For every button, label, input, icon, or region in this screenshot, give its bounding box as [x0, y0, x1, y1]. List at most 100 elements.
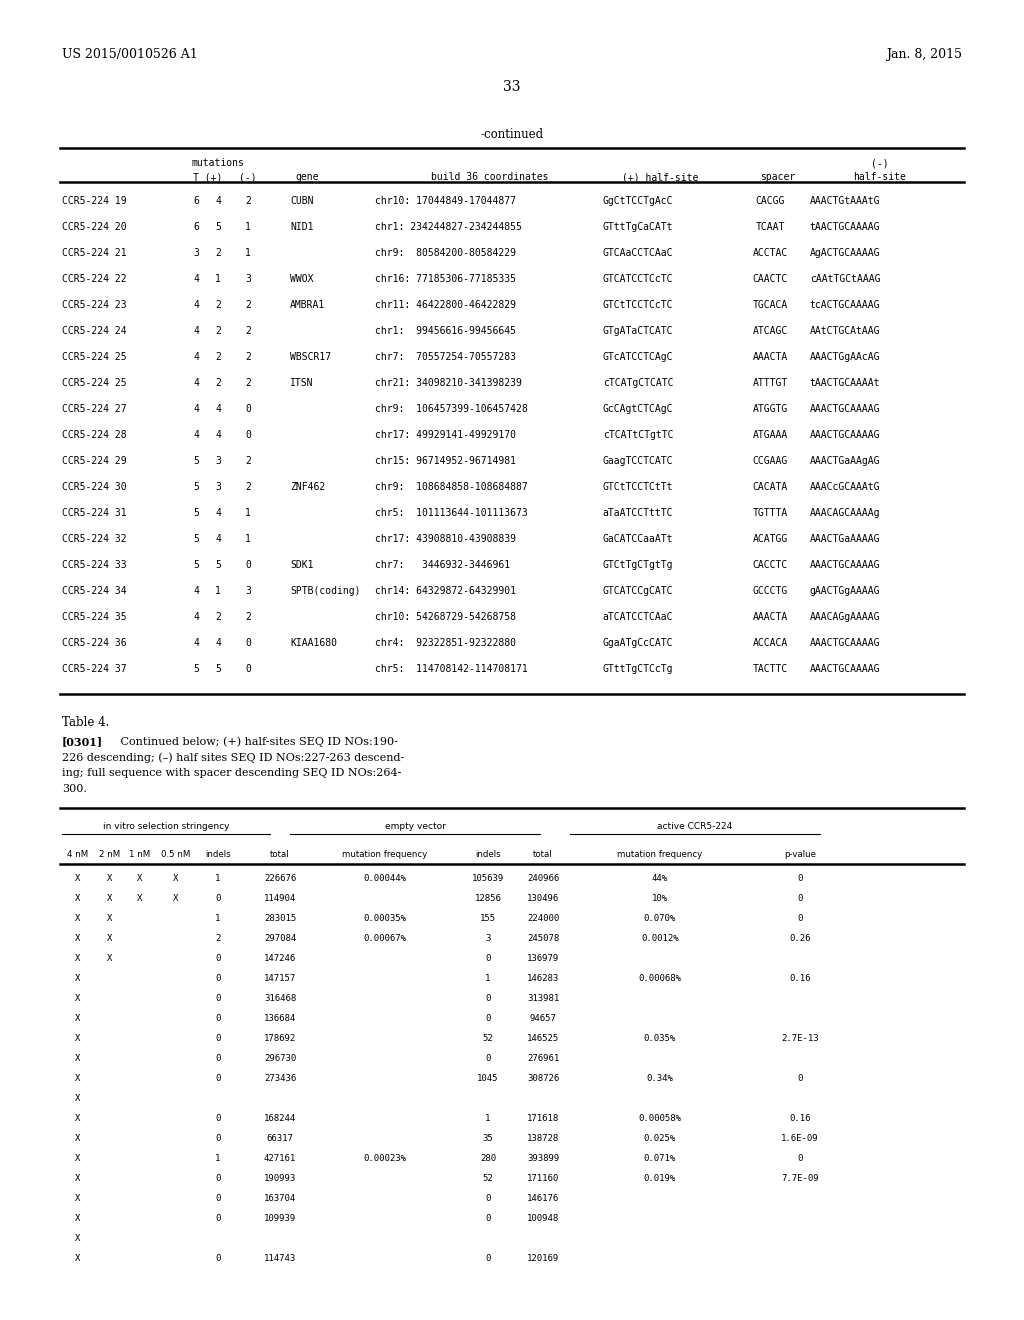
Text: GTCtTgCTgtTg: GTCtTgCTgtTg — [603, 560, 673, 570]
Text: SDK1: SDK1 — [290, 560, 313, 570]
Text: 0: 0 — [798, 1154, 803, 1163]
Text: CCR5-224 36: CCR5-224 36 — [62, 638, 127, 648]
Text: chr10: 17044849-17044877: chr10: 17044849-17044877 — [375, 195, 516, 206]
Text: 4: 4 — [194, 275, 199, 284]
Text: 240966: 240966 — [527, 874, 559, 883]
Text: chr4:  92322851-92322880: chr4: 92322851-92322880 — [375, 638, 516, 648]
Text: CUBN: CUBN — [290, 195, 313, 206]
Text: Continued below; (+) half-sites SEQ ID NOs:190-: Continued below; (+) half-sites SEQ ID N… — [110, 737, 398, 747]
Text: mutations: mutations — [191, 158, 245, 168]
Text: chr17: 43908810-43908839: chr17: 43908810-43908839 — [375, 535, 516, 544]
Text: 0.00058%: 0.00058% — [639, 1114, 682, 1123]
Text: 3: 3 — [485, 935, 490, 942]
Text: 4: 4 — [194, 352, 199, 362]
Text: 163704: 163704 — [264, 1195, 296, 1203]
Text: 1: 1 — [245, 248, 251, 257]
Text: 4: 4 — [194, 430, 199, 440]
Text: 2: 2 — [245, 195, 251, 206]
Text: 1: 1 — [215, 586, 221, 597]
Text: 2.7E-13: 2.7E-13 — [781, 1034, 819, 1043]
Text: GTgATaCTCATC: GTgATaCTCATC — [603, 326, 673, 337]
Text: 0: 0 — [215, 1014, 221, 1023]
Text: 0.00044%: 0.00044% — [364, 874, 407, 883]
Text: CCGAAG: CCGAAG — [753, 455, 787, 466]
Text: CCR5-224 34: CCR5-224 34 — [62, 586, 127, 597]
Text: chr9:  108684858-108684887: chr9: 108684858-108684887 — [375, 482, 527, 492]
Text: X: X — [76, 1234, 81, 1243]
Text: AAtCTGCAtAAG: AAtCTGCAtAAG — [810, 326, 881, 337]
Text: chr9:  80584200-80584229: chr9: 80584200-80584229 — [375, 248, 516, 257]
Text: TGCACA: TGCACA — [753, 300, 787, 310]
Text: 1: 1 — [485, 974, 490, 983]
Text: 0: 0 — [215, 1114, 221, 1123]
Text: chr1:  99456616-99456645: chr1: 99456616-99456645 — [375, 326, 516, 337]
Text: cTCATtCTgtTC: cTCATtCTgtTC — [603, 430, 673, 440]
Text: 393899: 393899 — [527, 1154, 559, 1163]
Text: CACGG: CACGG — [756, 195, 784, 206]
Text: 4: 4 — [215, 508, 221, 517]
Text: X: X — [76, 874, 81, 883]
Text: 2: 2 — [215, 612, 221, 622]
Text: ACCTAC: ACCTAC — [753, 248, 787, 257]
Text: 0: 0 — [215, 974, 221, 983]
Text: 300.: 300. — [62, 784, 87, 795]
Text: 5: 5 — [194, 535, 199, 544]
Text: 155: 155 — [480, 913, 496, 923]
Text: ATTTGT: ATTTGT — [753, 378, 787, 388]
Text: CCR5-224 23: CCR5-224 23 — [62, 300, 127, 310]
Text: spacer: spacer — [761, 172, 796, 182]
Text: 0: 0 — [485, 994, 490, 1003]
Text: GCCCTG: GCCCTG — [753, 586, 787, 597]
Text: 4: 4 — [215, 430, 221, 440]
Text: chr5:  101113644-101113673: chr5: 101113644-101113673 — [375, 508, 527, 517]
Text: 2: 2 — [245, 326, 251, 337]
Text: 190993: 190993 — [264, 1173, 296, 1183]
Text: 147157: 147157 — [264, 974, 296, 983]
Text: 0.16: 0.16 — [790, 1114, 811, 1123]
Text: (-): (-) — [240, 172, 257, 182]
Text: GTcATCCTCAgC: GTcATCCTCAgC — [603, 352, 673, 362]
Text: chr21: 34098210-341398239: chr21: 34098210-341398239 — [375, 378, 522, 388]
Text: 4: 4 — [194, 326, 199, 337]
Text: 4: 4 — [194, 404, 199, 414]
Text: mutation frequency: mutation frequency — [617, 850, 702, 859]
Text: gene: gene — [295, 172, 318, 182]
Text: 0.00067%: 0.00067% — [364, 935, 407, 942]
Text: 2: 2 — [215, 248, 221, 257]
Text: X: X — [76, 1034, 81, 1043]
Text: AAACTGaAAgAG: AAACTGaAAgAG — [810, 455, 881, 466]
Text: NID1: NID1 — [290, 222, 313, 232]
Text: GTCAaCCTCAaC: GTCAaCCTCAaC — [603, 248, 673, 257]
Text: 105639: 105639 — [472, 874, 504, 883]
Text: 316468: 316468 — [264, 994, 296, 1003]
Text: 2: 2 — [215, 935, 221, 942]
Text: KIAA1680: KIAA1680 — [290, 638, 337, 648]
Text: 0: 0 — [215, 1173, 221, 1183]
Text: 308726: 308726 — [527, 1074, 559, 1082]
Text: 297084: 297084 — [264, 935, 296, 942]
Text: 6: 6 — [194, 195, 199, 206]
Text: 178692: 178692 — [264, 1034, 296, 1043]
Text: (-): (-) — [871, 158, 889, 168]
Text: 3: 3 — [245, 275, 251, 284]
Text: AAACTGCAAAAG: AAACTGCAAAAG — [810, 560, 881, 570]
Text: CACCTC: CACCTC — [753, 560, 787, 570]
Text: 2 nM: 2 nM — [99, 850, 121, 859]
Text: X: X — [108, 894, 113, 903]
Text: 2: 2 — [215, 378, 221, 388]
Text: 0.071%: 0.071% — [644, 1154, 676, 1163]
Text: 2: 2 — [245, 378, 251, 388]
Text: cTCATgCTCATC: cTCATgCTCATC — [603, 378, 673, 388]
Text: ATGGTG: ATGGTG — [753, 404, 787, 414]
Text: GTCtTCCTCcTC: GTCtTCCTCcTC — [603, 300, 673, 310]
Text: 0: 0 — [485, 1254, 490, 1263]
Text: Table 4.: Table 4. — [62, 715, 110, 729]
Text: 0.019%: 0.019% — [644, 1173, 676, 1183]
Text: 5: 5 — [215, 560, 221, 570]
Text: half-site: half-site — [854, 172, 906, 182]
Text: X: X — [108, 935, 113, 942]
Text: 114904: 114904 — [264, 894, 296, 903]
Text: AAACAGCAAAAg: AAACAGCAAAAg — [810, 508, 881, 517]
Text: 2: 2 — [245, 455, 251, 466]
Text: 146283: 146283 — [527, 974, 559, 983]
